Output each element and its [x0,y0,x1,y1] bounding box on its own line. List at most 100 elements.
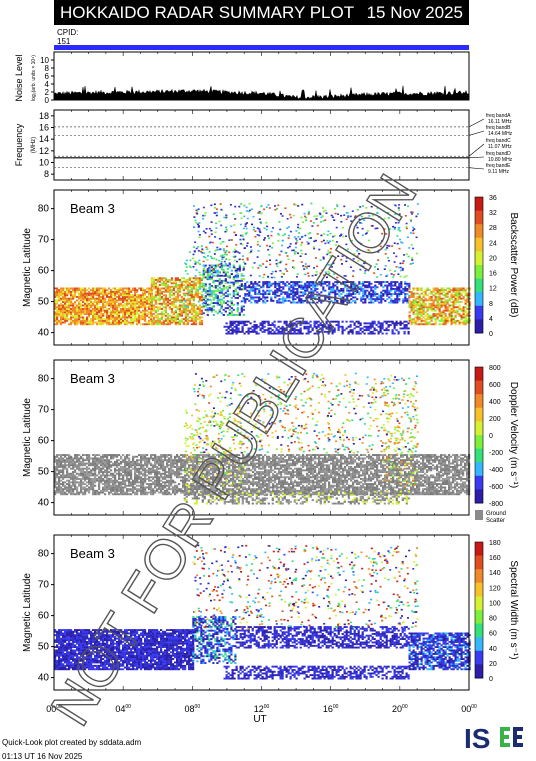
scatter-cell [229,332,232,335]
scatter-cell [373,329,376,332]
scatter-cell [426,308,429,310]
scatter-cell [194,313,197,315]
scatter-cell [114,460,117,463]
scatter-cell [426,287,429,290]
scatter-cell [136,308,139,310]
scatter-cell [78,311,81,314]
scatter-cell [258,275,261,277]
scatter-cell [100,455,103,458]
scatter-cell [112,483,115,485]
scatter-cell [278,221,281,223]
scatter-cell [346,248,349,250]
scatter-cell [70,299,73,302]
scatter-cell [118,476,121,479]
scatter-cell [168,294,171,297]
scatter-cell [70,464,73,467]
scatter-cell [218,259,221,262]
scatter-cell [396,294,399,297]
scatter-cell [116,296,119,298]
scatter-cell [326,294,329,297]
scatter-cell [88,459,91,462]
scatter-cell [387,324,390,326]
scatter-cell [334,284,337,287]
scatter-cell [110,466,113,468]
scatter-cell [110,481,113,484]
scatter-cell [206,310,209,313]
scatter-cell [424,314,427,317]
scatter-cell [124,323,127,326]
scatter-cell [122,292,125,295]
scatter-cell [182,277,185,280]
scatter-cell [224,264,227,267]
scatter-cell [126,294,129,297]
scatter-cell [261,320,264,323]
scatter-cell [106,478,109,480]
scatter-cell [176,318,179,321]
scatter-cell [256,282,259,285]
scatter-cell [138,316,141,319]
scatter-cell [278,281,281,283]
scatter-cell [334,299,337,302]
scatter-cell [164,323,167,326]
scatter-cell [58,472,61,475]
scatter-cell [258,218,261,220]
scatter-cell [80,471,83,473]
scatter-cell [326,240,329,242]
scatter-cell [309,237,312,239]
scatter-cell [339,235,341,237]
scatter-cell [372,293,375,295]
scatter-cell [102,314,105,317]
scatter-cell [281,330,284,333]
scatter-cell [410,296,413,298]
scatter-cell [86,481,89,484]
scatter-cell [245,330,248,333]
scatter-cell [100,311,103,314]
scatter-cell [78,313,81,315]
scatter-cell [268,289,271,292]
scatter-cell [340,301,343,304]
scatter-cell [190,284,193,286]
scatter-cell [412,226,415,229]
scatter-cell [355,224,358,227]
scatter-cell [306,267,308,269]
scatter-cell [302,293,305,295]
scatter-cell [144,464,147,467]
scatter-cell [307,242,310,245]
scatter-cell [336,282,339,285]
scatter-cell [201,248,204,250]
scatter-cell [186,289,189,292]
scatter-cell [66,299,69,302]
scatter-cell [224,279,227,282]
scatter-cell [275,332,278,335]
scatter-cell [186,297,189,300]
scatter-cell [100,292,103,295]
scatter-cell [416,302,419,305]
scatter-cell [360,296,363,299]
colorbar-segment [475,237,483,246]
scatter-cell [208,235,211,238]
scatter-cell [438,323,441,326]
scatter-cell [136,488,139,491]
scatter-cell [190,296,193,298]
scatter-cell [289,330,292,333]
scatter-cell [178,290,181,293]
scatter-cell [387,325,390,328]
scatter-cell [80,478,83,480]
scatter-cell [414,316,417,319]
scatter-cell [106,486,109,489]
scatter-cell [307,232,310,235]
scatter-cell [190,294,193,297]
scatter-cell [86,455,89,458]
scatter-cell [74,319,77,322]
scatter-cell [168,314,171,317]
scatter-cell [240,283,243,286]
scatter-cell [201,274,204,276]
scatter-cell [322,282,325,285]
scatter-cell [138,319,141,322]
scatter-cell [136,476,139,479]
scatter-cell [468,308,471,310]
colorbar-segment [475,292,483,300]
scatter-cell [248,284,251,287]
scatter-cell [458,313,461,315]
scatter-cell [273,320,276,323]
